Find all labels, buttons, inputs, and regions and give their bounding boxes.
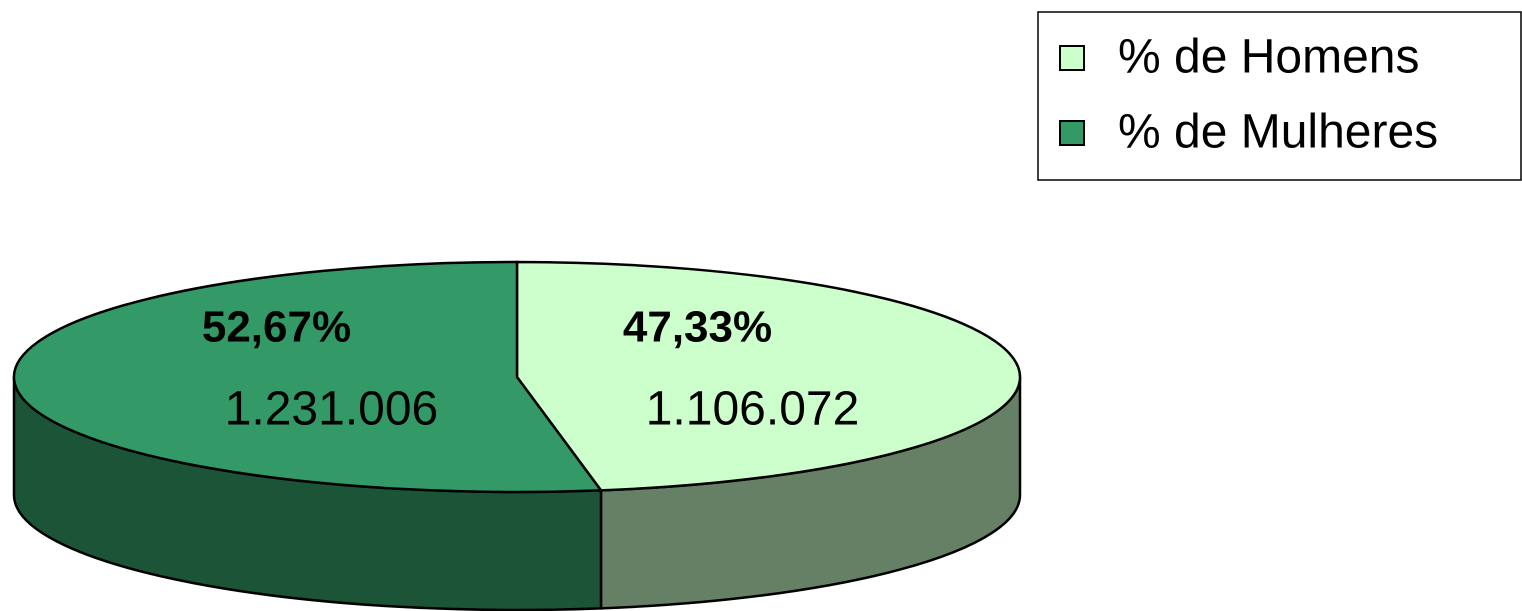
legend-label: % de Mulheres (1118, 106, 1438, 159)
count-label: 1.231.006 (225, 383, 439, 436)
count-label: 1.106.072 (646, 383, 860, 436)
value-label: 52,67% (202, 303, 351, 352)
pie-slice (12, 260, 604, 494)
legend-swatch (1059, 45, 1085, 71)
legend-swatch (1059, 120, 1085, 146)
value-label: 47,33% (623, 303, 772, 352)
legend-box (1037, 11, 1522, 181)
legend-label: % de Homens (1118, 31, 1419, 84)
pie-slice (515, 260, 1022, 492)
